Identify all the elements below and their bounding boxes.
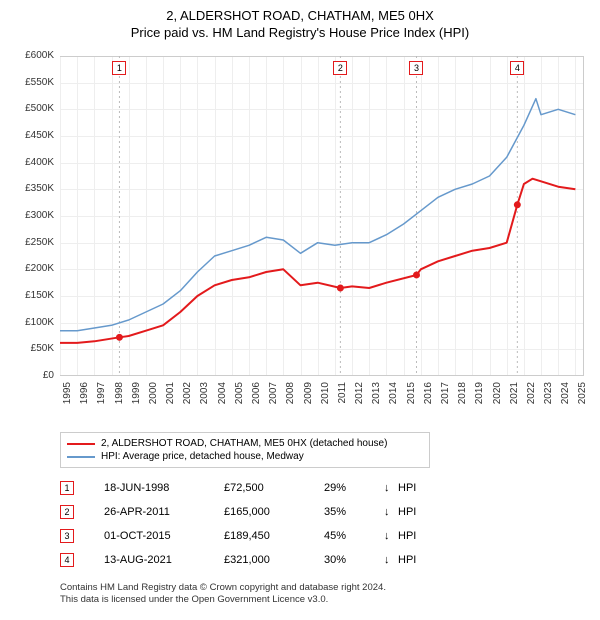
sale-date: 13-AUG-2021 (104, 554, 224, 566)
sale-date: 26-APR-2011 (104, 506, 224, 518)
x-axis-label: 2020 (492, 382, 503, 412)
sale-marker-ref: 4 (60, 553, 74, 567)
legend-label: 2, ALDERSHOT ROAD, CHATHAM, ME5 0HX (det… (101, 438, 387, 449)
x-axis-label: 2024 (560, 382, 571, 412)
chart-area: £0£50K£100K£150K£200K£250K£300K£350K£400… (10, 46, 590, 426)
data-attribution: Contains HM Land Registry data © Crown c… (60, 582, 590, 607)
legend-label: HPI: Average price, detached house, Medw… (101, 451, 304, 462)
x-axis-label: 2023 (543, 382, 554, 412)
x-axis-label: 2003 (199, 382, 210, 412)
x-axis-label: 1997 (96, 382, 107, 412)
sale-price: £72,500 (224, 482, 324, 494)
x-axis-label: 2009 (303, 382, 314, 412)
sale-marker-3: 3 (409, 61, 423, 75)
table-row: 4 13-AUG-2021£321,00030%↓HPI (60, 548, 590, 572)
sale-price: £165,000 (224, 506, 324, 518)
sale-point (337, 285, 344, 292)
x-axis-label: 2025 (577, 382, 588, 412)
x-axis-label: 2004 (217, 382, 228, 412)
down-arrow-icon: ↓ (384, 530, 398, 542)
sale-marker-ref: 3 (60, 529, 74, 543)
legend-swatch (67, 456, 95, 458)
chart-title-address: 2, ALDERSHOT ROAD, CHATHAM, ME5 0HX (10, 8, 590, 23)
x-axis-label: 2007 (268, 382, 279, 412)
down-arrow-icon: ↓ (384, 482, 398, 494)
sale-pct: 35% (324, 506, 384, 518)
sale-marker-ref: 2 (60, 505, 74, 519)
x-axis-label: 1996 (79, 382, 90, 412)
legend-swatch (67, 443, 95, 445)
x-axis-label: 2008 (285, 382, 296, 412)
table-row: 1 18-JUN-1998£72,50029%↓HPI (60, 476, 590, 500)
x-axis-label: 2021 (509, 382, 520, 412)
sale-marker-ref: 1 (60, 481, 74, 495)
x-axis-label: 2018 (457, 382, 468, 412)
x-axis-label: 1995 (62, 382, 73, 412)
x-axis-label: 2014 (388, 382, 399, 412)
sale-point (116, 334, 123, 341)
hpi-label: HPI (398, 482, 428, 494)
x-axis-label: 2000 (148, 382, 159, 412)
x-axis-label: 2012 (354, 382, 365, 412)
x-axis-label: 2017 (440, 382, 451, 412)
x-axis-label: 2010 (320, 382, 331, 412)
legend-item: HPI: Average price, detached house, Medw… (67, 450, 423, 463)
hpi-label: HPI (398, 506, 428, 518)
sale-point (413, 271, 420, 278)
sale-pct: 30% (324, 554, 384, 566)
hpi-label: HPI (398, 530, 428, 542)
x-axis-label: 2001 (165, 382, 176, 412)
x-axis-label: 2016 (423, 382, 434, 412)
hpi-label: HPI (398, 554, 428, 566)
x-axis-label: 2015 (406, 382, 417, 412)
x-axis-label: 2013 (371, 382, 382, 412)
series-price_paid (60, 179, 575, 343)
x-axis-label: 1999 (131, 382, 142, 412)
sale-date: 01-OCT-2015 (104, 530, 224, 542)
chart-svg (10, 46, 586, 378)
legend-item: 2, ALDERSHOT ROAD, CHATHAM, ME5 0HX (det… (67, 437, 423, 450)
sale-marker-2: 2 (333, 61, 347, 75)
x-axis-label: 2019 (474, 382, 485, 412)
chart-title-subtitle: Price paid vs. HM Land Registry's House … (10, 25, 590, 40)
sale-pct: 29% (324, 482, 384, 494)
sale-point (514, 201, 521, 208)
table-row: 3 01-OCT-2015£189,45045%↓HPI (60, 524, 590, 548)
x-axis-label: 2005 (234, 382, 245, 412)
sale-marker-1: 1 (112, 61, 126, 75)
footer-line: Contains HM Land Registry data © Crown c… (60, 582, 590, 594)
footer-line: This data is licensed under the Open Gov… (60, 594, 590, 606)
chart-legend: 2, ALDERSHOT ROAD, CHATHAM, ME5 0HX (det… (60, 432, 430, 468)
x-axis-label: 2022 (526, 382, 537, 412)
table-row: 2 26-APR-2011£165,00035%↓HPI (60, 500, 590, 524)
down-arrow-icon: ↓ (384, 506, 398, 518)
sale-price: £189,450 (224, 530, 324, 542)
x-axis-label: 1998 (114, 382, 125, 412)
x-axis-label: 2011 (337, 382, 348, 412)
sale-pct: 45% (324, 530, 384, 542)
sale-price: £321,000 (224, 554, 324, 566)
down-arrow-icon: ↓ (384, 554, 398, 566)
sales-table: 118-JUN-1998£72,50029%↓HPI226-APR-2011£1… (60, 476, 590, 572)
sale-marker-4: 4 (510, 61, 524, 75)
x-axis-label: 2006 (251, 382, 262, 412)
sale-date: 18-JUN-1998 (104, 482, 224, 494)
series-hpi (60, 99, 575, 331)
x-axis-label: 2002 (182, 382, 193, 412)
